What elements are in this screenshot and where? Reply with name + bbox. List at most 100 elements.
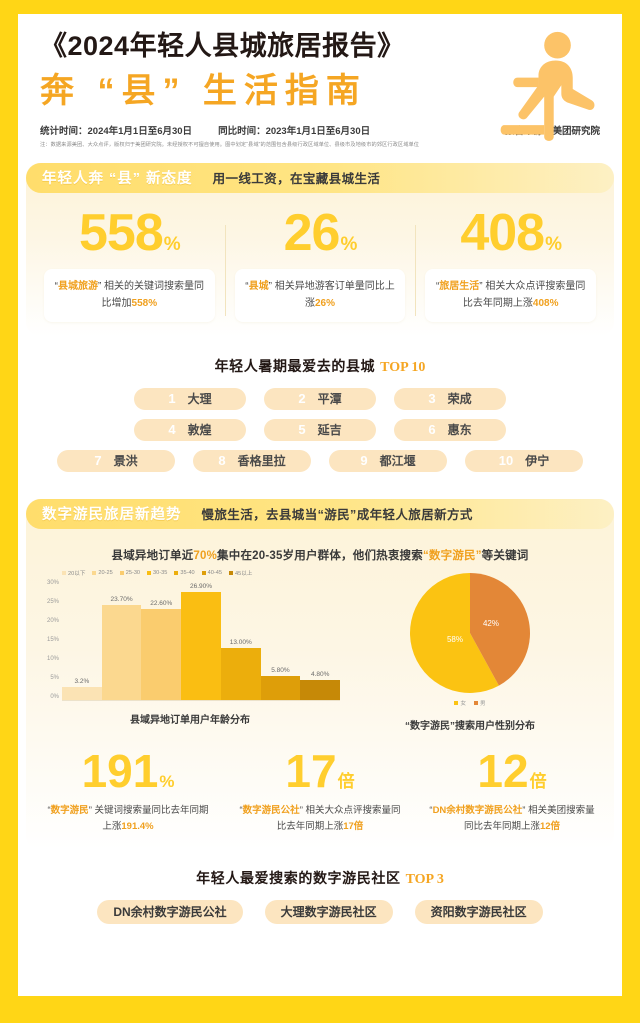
list-item[interactable]: 2 平潭: [264, 387, 376, 410]
bar-chart-caption: 县域异地订单用户年龄分布: [130, 714, 250, 726]
y-tick-label: 0%: [50, 693, 59, 700]
y-tick-label: 5%: [50, 674, 59, 681]
section1-banner-sub: 用一线工资，在宝藏县城生活: [212, 172, 381, 187]
bar-value-label: 23.70%: [110, 595, 133, 603]
legend-swatch: [174, 570, 179, 575]
city-name: 荣成: [447, 392, 472, 407]
svg-text:42%: 42%: [483, 619, 499, 628]
intro-highlight-1: 70%: [193, 549, 218, 562]
list-item[interactable]: 10 伊宁: [465, 449, 583, 472]
stat-number: 17倍: [285, 744, 355, 797]
compare-period-label: 同比时间：2023年1月1日至6月30日: [218, 125, 371, 137]
rank-index: 5: [298, 422, 306, 438]
section2-banner-title: 数字游民旅居新趋势: [42, 507, 182, 524]
bar-chart-plot: 30% 25% 20% 15% 10% 5% 0% 3.2% 23.70% 22.60% 26.9…: [47, 580, 341, 700]
list-item[interactable]: 9 都江堰: [329, 449, 447, 472]
legend-item: 20以下: [62, 569, 85, 577]
rank-index: 1: [168, 391, 176, 407]
stat-highlight: 558%: [131, 298, 158, 310]
legend-swatch: [474, 700, 478, 705]
city-name: 惠东: [447, 423, 472, 438]
y-tick-label: 20%: [46, 617, 59, 624]
legend-swatch: [454, 700, 459, 705]
bar-value-label: 5.80%: [271, 667, 290, 675]
rank-index: 7: [94, 453, 102, 469]
rank-index: 9: [360, 453, 368, 469]
bar: [260, 676, 301, 700]
section-digital-nomad: 数字游民旅居新趋势 慢旅生活，去县城当“游民”成年轻人旅居新方式 县域异地订单近…: [26, 498, 614, 850]
bar: [62, 686, 102, 700]
legend-item: 男: [474, 699, 486, 707]
stat-keyword: 县城旅游: [57, 280, 98, 292]
legend-item: 30-35: [147, 570, 167, 576]
stat-number: 12倍: [477, 744, 547, 797]
stat-highlight: 191.4%: [121, 821, 154, 833]
stat-highlight: 26%: [315, 298, 336, 310]
stat-highlight: 17倍: [343, 821, 364, 833]
stat-unit: %: [159, 771, 175, 791]
top10-row-2: 4 敦煌 5 延吉 6 惠东: [32, 418, 608, 441]
stat-highlight: 12倍: [539, 821, 561, 833]
pie-chart-svg: 58% 42%: [410, 572, 530, 693]
legend-swatch: [147, 570, 152, 575]
bar-chart: 20以下 20-25 25-30 30-35 35-40 40-45 45以上 30% 25%…: [40, 569, 341, 732]
stat-description: “旅居生活” 相关大众点评搜索量同比去年同期上涨408%: [425, 268, 597, 322]
bar-column: 4.80%: [300, 580, 341, 700]
section3-stats: 191% “数字游民” 关键词搜索量同比去年同期上涨191.4% 17倍 “数字…: [26, 748, 614, 836]
list-item[interactable]: 6 惠东: [394, 418, 506, 441]
legend-item: 40-45: [201, 570, 222, 576]
stat-card-2: 408% “旅居生活” 相关大众点评搜索量同比去年同期上涨408%: [415, 207, 606, 322]
city-name: 平潭: [317, 392, 342, 407]
list-item[interactable]: 大理数字游民社区: [264, 899, 393, 924]
y-tick-label: 25%: [46, 598, 59, 605]
pie-chart-legend: 女男: [340, 699, 600, 707]
legend-item: 女: [454, 699, 466, 707]
list-item[interactable]: 5 延吉: [264, 418, 376, 441]
header: 《2024年轻人县城旅居报告》 奔 “县” 生活指南 统计时间：2024年1月1…: [18, 14, 622, 149]
stat-unit: %: [163, 233, 181, 255]
rank-index: 4: [168, 422, 176, 438]
running-person-icon: [500, 31, 595, 141]
bar-column: 3.2%: [62, 580, 102, 700]
stat-description: “县城旅游” 相关的关键词搜索量同比增加558%: [44, 268, 215, 322]
y-tick-label: 30%: [46, 579, 59, 586]
bar: [220, 647, 261, 700]
list-item[interactable]: 4 敦煌: [134, 418, 246, 441]
stat-keyword: DN余村数字游民公社: [432, 804, 523, 816]
pie-chart-caption: “数字游民”搜索用户性别分布: [405, 720, 535, 732]
bar-column: 5.80%: [260, 580, 301, 700]
legend-swatch: [92, 570, 97, 575]
list-item[interactable]: 3 荣成: [394, 387, 506, 410]
charts-row: 20以下 20-25 25-30 30-35 35-40 40-45 45以上 30% 25%…: [26, 569, 614, 732]
city-name: 香格里拉: [237, 454, 286, 469]
bar: [101, 604, 142, 700]
section1-stats: 558% “县城旅游” 相关的关键词搜索量同比增加558% 26% “县城” 相…: [26, 207, 614, 322]
rank-index: 3: [428, 391, 436, 407]
section2-banner: 数字游民旅居新趋势 慢旅生活，去县城当“游民”成年轻人旅居新方式: [26, 498, 614, 529]
bar-column: 23.70%: [101, 580, 142, 700]
stat-period-label: 统计时间：2024年1月1日至6月30日: [40, 125, 193, 137]
stat-highlight: 408%: [532, 298, 559, 310]
city-name: 景洪: [113, 454, 138, 469]
list-item[interactable]: DN余村数字游民公社: [97, 899, 243, 924]
bar: [181, 592, 221, 700]
list-item[interactable]: 1 大理: [134, 387, 246, 410]
stat-number: 408%: [460, 203, 562, 262]
chart-intro-text: 县域异地订单近70%集中在20-35岁用户群体，他们热衷搜索“数字游民”等关键词: [111, 549, 529, 562]
legend-swatch: [119, 570, 124, 575]
page-subtitle: 奔 “县” 生活指南: [40, 71, 367, 110]
list-item[interactable]: 7 景洪: [57, 449, 175, 472]
top10-row-3: 7 景洪 8 香格里拉 9 都江堰 10 伊宁: [32, 449, 608, 472]
bar-column: 26.90%: [181, 580, 221, 700]
stat-keyword: 数字游民公社: [242, 804, 300, 816]
stat-keyword: 旅居生活: [439, 280, 480, 292]
stat-card-0: 558% “县城旅游” 相关的关键词搜索量同比增加558%: [34, 207, 225, 322]
list-item[interactable]: 8 香格里拉: [193, 449, 311, 472]
list-item[interactable]: 资阳数字游民社区: [414, 899, 543, 924]
stat-description: “县城” 相关异地游客订单量同比上涨26%: [234, 268, 406, 322]
legend-swatch: [228, 570, 233, 575]
stat-unit: %: [340, 233, 357, 255]
stat-keyword: 数字游民: [50, 804, 89, 816]
bar: [300, 680, 341, 700]
top3-rank-tag: TOP 3: [405, 871, 444, 887]
